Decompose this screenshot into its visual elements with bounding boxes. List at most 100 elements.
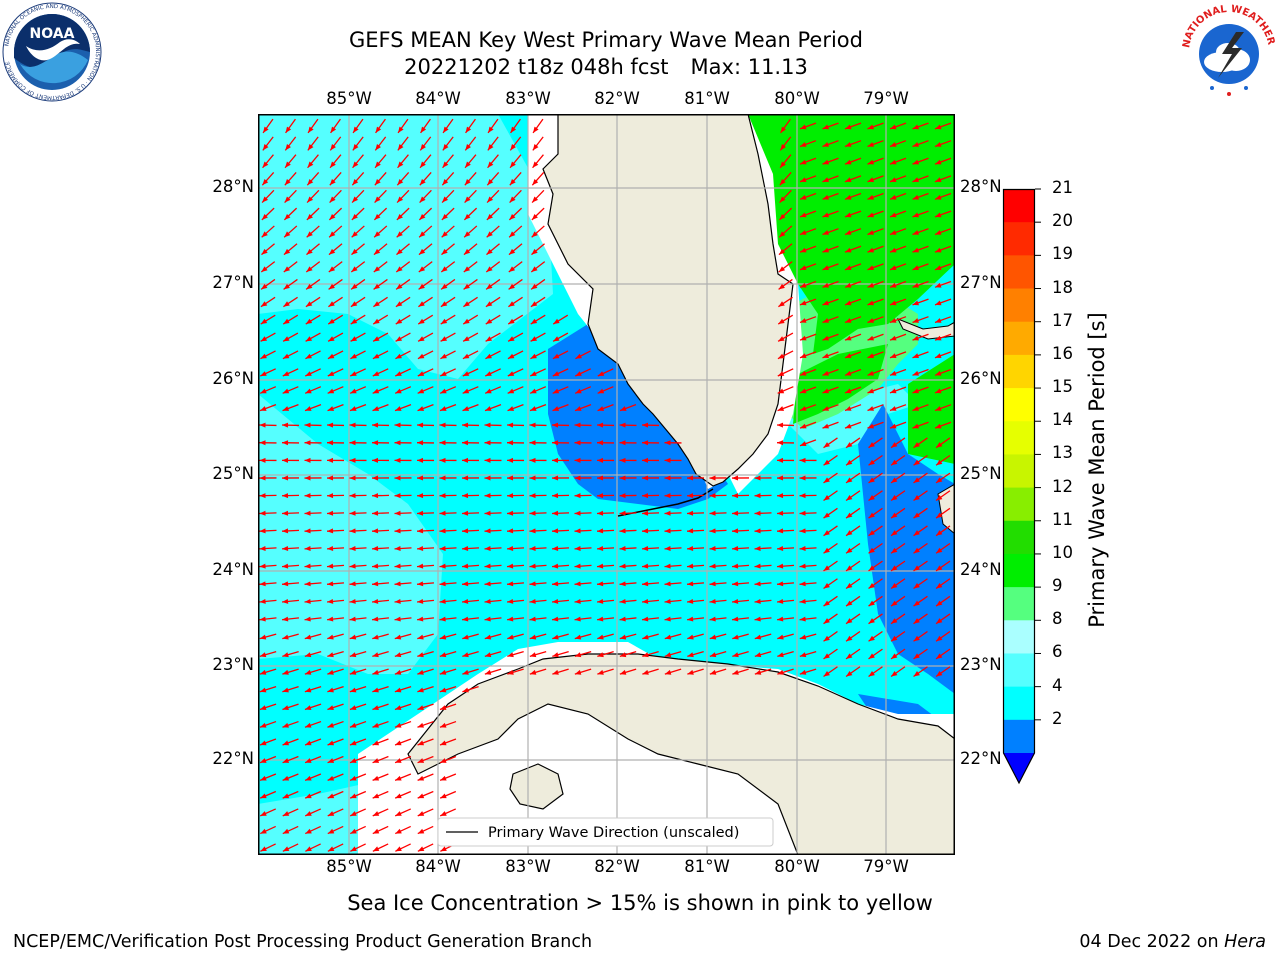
wave-arrow	[396, 225, 410, 238]
wave-arrow	[417, 403, 434, 412]
wave-arrow	[507, 332, 524, 342]
wave-arrow	[417, 843, 434, 852]
colorbar-tick-label: 20	[1052, 211, 1073, 231]
lon-label-bottom: 80°W	[774, 857, 820, 876]
lon-label-bottom: 83°W	[505, 857, 551, 876]
wave-arrow	[351, 207, 365, 221]
wave-arrow	[328, 278, 343, 290]
wave-arrow	[889, 245, 907, 253]
wave-arrow	[913, 525, 928, 537]
wave-arrow	[394, 773, 412, 782]
wave-arrow	[552, 386, 569, 394]
lon-label-bottom: 85°W	[326, 857, 372, 876]
wave-arrow	[664, 616, 682, 622]
wave-arrow	[439, 790, 457, 799]
wave-arrow	[439, 616, 457, 622]
wave-arrow	[349, 738, 367, 746]
wave-arrow	[845, 560, 861, 572]
wave-arrow	[935, 560, 951, 572]
wave-arrow	[776, 563, 795, 569]
wave-arrow	[328, 296, 343, 308]
wave-arrow	[394, 403, 412, 412]
wave-arrow	[619, 563, 637, 569]
wave-arrow	[261, 207, 275, 221]
wave-arrow	[777, 350, 794, 360]
wave-arrow	[778, 207, 793, 221]
wave-arrow	[486, 243, 500, 256]
wave-arrow	[867, 404, 884, 412]
wave-arrow	[913, 613, 928, 625]
wave-arrow	[282, 790, 299, 799]
wave-arrow	[304, 790, 322, 799]
wave-arrow	[259, 528, 277, 534]
wave-arrow	[778, 278, 793, 290]
wave-arrow	[754, 546, 772, 552]
lat-label-left: 23°N	[212, 655, 254, 674]
wave-arrow	[442, 136, 454, 151]
footer-date: 04 Dec 2022 on Hera	[1079, 932, 1266, 952]
wave-arrow	[799, 228, 817, 236]
wave-arrow	[845, 630, 861, 642]
colorbar-tick-label: 16	[1052, 343, 1073, 363]
colorbar-extension	[1003, 753, 1035, 783]
wave-arrow	[396, 207, 410, 221]
wave-arrow	[441, 172, 455, 186]
wave-arrow	[395, 261, 411, 273]
wave-arrow	[709, 651, 727, 658]
wave-arrow	[440, 350, 456, 360]
wave-arrow	[484, 668, 502, 675]
wave-arrow	[867, 316, 884, 324]
wave-arrow	[799, 351, 817, 359]
wave-arrow	[776, 493, 795, 499]
wave-arrow	[934, 421, 952, 429]
wave-arrow	[439, 685, 457, 693]
wave-arrow	[328, 261, 343, 273]
wave-arrow	[281, 581, 300, 587]
wave-arrow	[461, 546, 480, 552]
wave-arrow	[619, 581, 637, 587]
wave-arrow	[868, 507, 883, 519]
wave-arrow	[484, 475, 502, 481]
wave-arrow	[307, 136, 319, 151]
wave-arrow	[642, 668, 659, 675]
wave-arrow	[372, 720, 389, 728]
wave-arrow	[934, 263, 952, 271]
wave-arrow	[416, 422, 435, 428]
wave-arrow	[371, 546, 390, 552]
wave-arrow	[326, 581, 345, 587]
wave-arrow	[394, 528, 412, 534]
wave-arrow	[420, 118, 431, 134]
lat-label-right: 26°N	[960, 369, 1002, 388]
wave-arrow	[934, 298, 952, 306]
wave-arrow	[889, 263, 907, 271]
wave-arrow	[417, 651, 434, 658]
wave-arrow	[417, 703, 434, 711]
wave-arrow	[352, 154, 364, 169]
wave-arrow	[486, 189, 500, 203]
wave-arrow	[934, 140, 952, 148]
wave-arrow	[394, 457, 412, 463]
wave-arrow	[822, 298, 839, 306]
wave-arrow	[350, 314, 366, 325]
colorbar-band	[1003, 587, 1035, 621]
wave-arrow	[372, 825, 389, 835]
wave-arrow	[304, 651, 322, 658]
wave-arrow	[574, 422, 592, 428]
wave-arrow	[844, 316, 862, 324]
sea-ice-note: Sea Ice Concentration > 15% is shown in …	[347, 891, 933, 915]
wave-arrow	[845, 507, 861, 519]
wave-arrow	[395, 332, 411, 342]
wave-arrow	[487, 154, 499, 169]
wave-arrow	[372, 368, 389, 377]
wave-arrow	[326, 616, 345, 622]
wave-arrow	[799, 546, 817, 552]
wave-arrow	[259, 773, 277, 782]
wave-arrow	[664, 528, 682, 534]
wave-arrow	[868, 437, 883, 449]
wave-arrow	[461, 616, 480, 622]
wave-arrow	[552, 651, 569, 658]
wave-arrow	[327, 633, 344, 640]
wave-arrow	[463, 261, 478, 273]
wave-arrow	[754, 563, 772, 569]
wave-arrow	[372, 403, 389, 412]
